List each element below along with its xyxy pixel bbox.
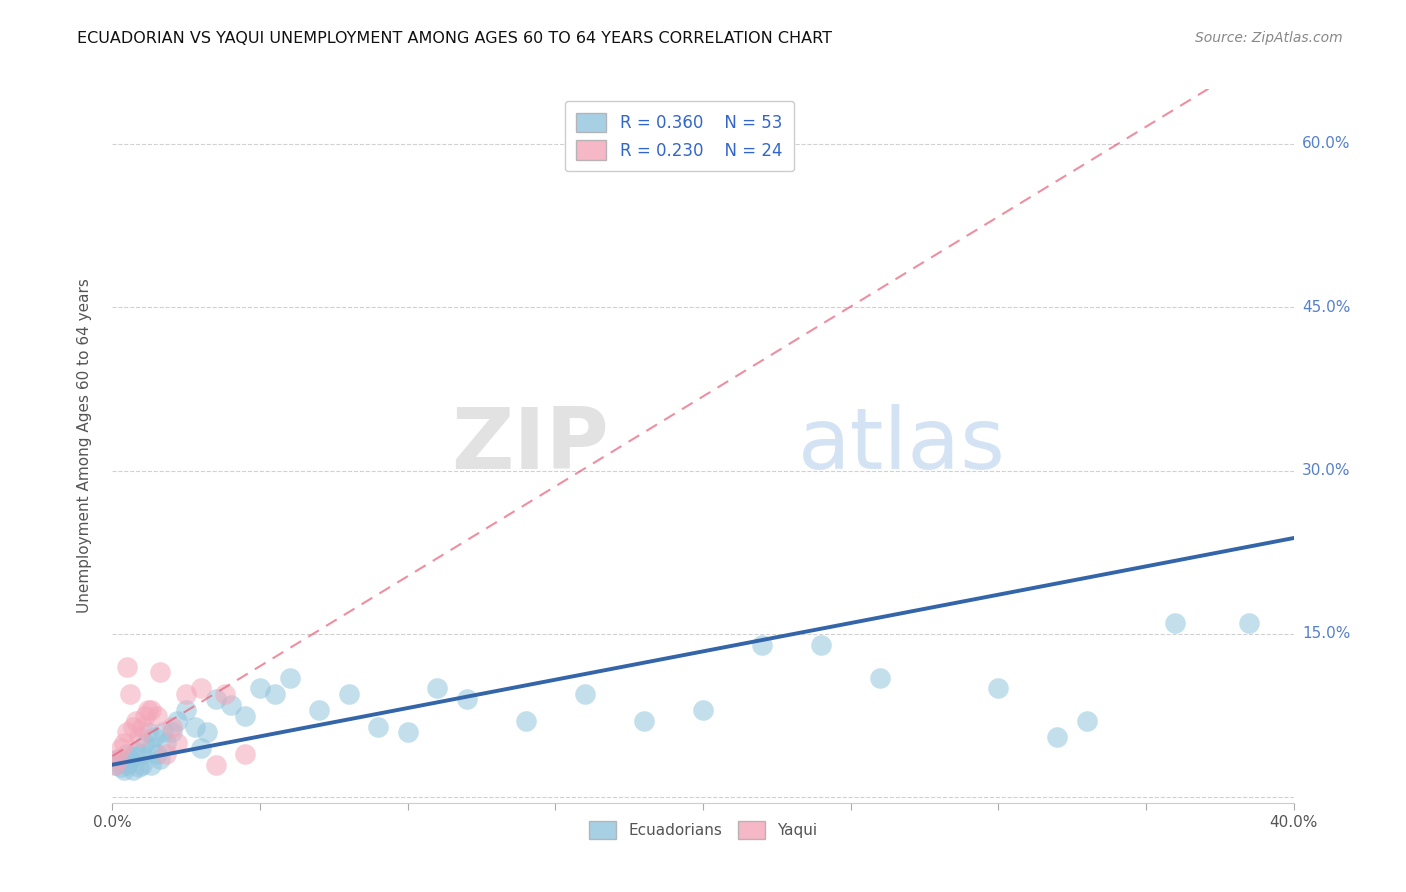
Yaqui	[107, 752, 129, 766]
Ecuadorians	[122, 763, 145, 777]
Text: Source: ZipAtlas.com: Source: ZipAtlas.com	[1195, 31, 1343, 45]
Text: atlas: atlas	[797, 404, 1005, 488]
Yaqui	[155, 747, 177, 761]
Ecuadorians	[426, 681, 449, 696]
Ecuadorians	[174, 703, 197, 717]
Ecuadorians	[308, 703, 330, 717]
Ecuadorians	[122, 748, 145, 763]
Yaqui	[233, 747, 256, 761]
Yaqui	[205, 757, 228, 772]
Yaqui	[139, 703, 162, 717]
Ecuadorians	[125, 745, 148, 759]
Ecuadorians	[190, 741, 212, 756]
Ecuadorians	[1164, 615, 1187, 630]
Yaqui	[166, 736, 188, 750]
Ecuadorians	[751, 638, 773, 652]
Ecuadorians	[149, 752, 172, 766]
Ecuadorians	[104, 757, 127, 772]
Ecuadorians	[110, 760, 132, 774]
Ecuadorians	[139, 741, 162, 756]
Ecuadorians	[205, 692, 228, 706]
Ecuadorians	[219, 698, 242, 712]
Text: ECUADORIAN VS YAQUI UNEMPLOYMENT AMONG AGES 60 TO 64 YEARS CORRELATION CHART: ECUADORIAN VS YAQUI UNEMPLOYMENT AMONG A…	[77, 31, 832, 46]
Ecuadorians	[574, 687, 596, 701]
Yaqui	[110, 741, 132, 756]
Y-axis label: Unemployment Among Ages 60 to 64 years: Unemployment Among Ages 60 to 64 years	[77, 278, 91, 614]
Yaqui	[122, 720, 145, 734]
Ecuadorians	[456, 692, 478, 706]
Text: 15.0%: 15.0%	[1302, 626, 1350, 641]
Ecuadorians	[107, 752, 129, 766]
Ecuadorians	[264, 687, 287, 701]
Ecuadorians	[515, 714, 537, 728]
Ecuadorians	[139, 757, 162, 772]
Ecuadorians	[155, 736, 177, 750]
Ecuadorians	[633, 714, 655, 728]
Ecuadorians	[396, 725, 419, 739]
Text: 45.0%: 45.0%	[1302, 300, 1350, 315]
Yaqui	[117, 725, 138, 739]
Ecuadorians	[112, 763, 135, 777]
Ecuadorians	[233, 708, 256, 723]
Legend: Ecuadorians, Yaqui: Ecuadorians, Yaqui	[582, 815, 824, 845]
Yaqui	[160, 720, 183, 734]
Ecuadorians	[117, 757, 138, 772]
Yaqui	[120, 687, 142, 701]
Ecuadorians	[367, 720, 389, 734]
Yaqui	[146, 708, 169, 723]
Ecuadorians	[166, 714, 188, 728]
Yaqui	[214, 687, 236, 701]
Ecuadorians	[337, 687, 360, 701]
Ecuadorians	[1239, 615, 1261, 630]
Ecuadorians	[987, 681, 1010, 696]
Yaqui	[190, 681, 212, 696]
Ecuadorians	[120, 752, 142, 766]
Ecuadorians	[1046, 731, 1069, 745]
Ecuadorians	[1076, 714, 1098, 728]
Yaqui	[136, 703, 159, 717]
Ecuadorians	[131, 747, 153, 761]
Ecuadorians	[112, 756, 135, 770]
Ecuadorians	[692, 703, 714, 717]
Yaqui	[131, 720, 153, 734]
Ecuadorians	[146, 747, 169, 761]
Ecuadorians	[160, 725, 183, 739]
Yaqui	[112, 736, 135, 750]
Yaqui	[117, 659, 138, 673]
Ecuadorians	[810, 638, 832, 652]
Yaqui	[134, 708, 156, 723]
Yaqui	[174, 687, 197, 701]
Ecuadorians	[117, 747, 138, 761]
Ecuadorians	[278, 671, 301, 685]
Ecuadorians	[134, 736, 156, 750]
Ecuadorians	[136, 725, 159, 739]
Yaqui	[128, 731, 150, 745]
Yaqui	[104, 757, 127, 772]
Ecuadorians	[128, 760, 150, 774]
Yaqui	[125, 714, 148, 728]
Ecuadorians	[131, 757, 153, 772]
Text: 60.0%: 60.0%	[1302, 136, 1350, 151]
Ecuadorians	[195, 725, 218, 739]
Ecuadorians	[869, 671, 891, 685]
Ecuadorians	[142, 731, 165, 745]
Ecuadorians	[249, 681, 271, 696]
Text: ZIP: ZIP	[451, 404, 609, 488]
Text: 30.0%: 30.0%	[1302, 463, 1350, 478]
Ecuadorians	[184, 720, 207, 734]
Ecuadorians	[152, 725, 174, 739]
Yaqui	[149, 665, 172, 679]
